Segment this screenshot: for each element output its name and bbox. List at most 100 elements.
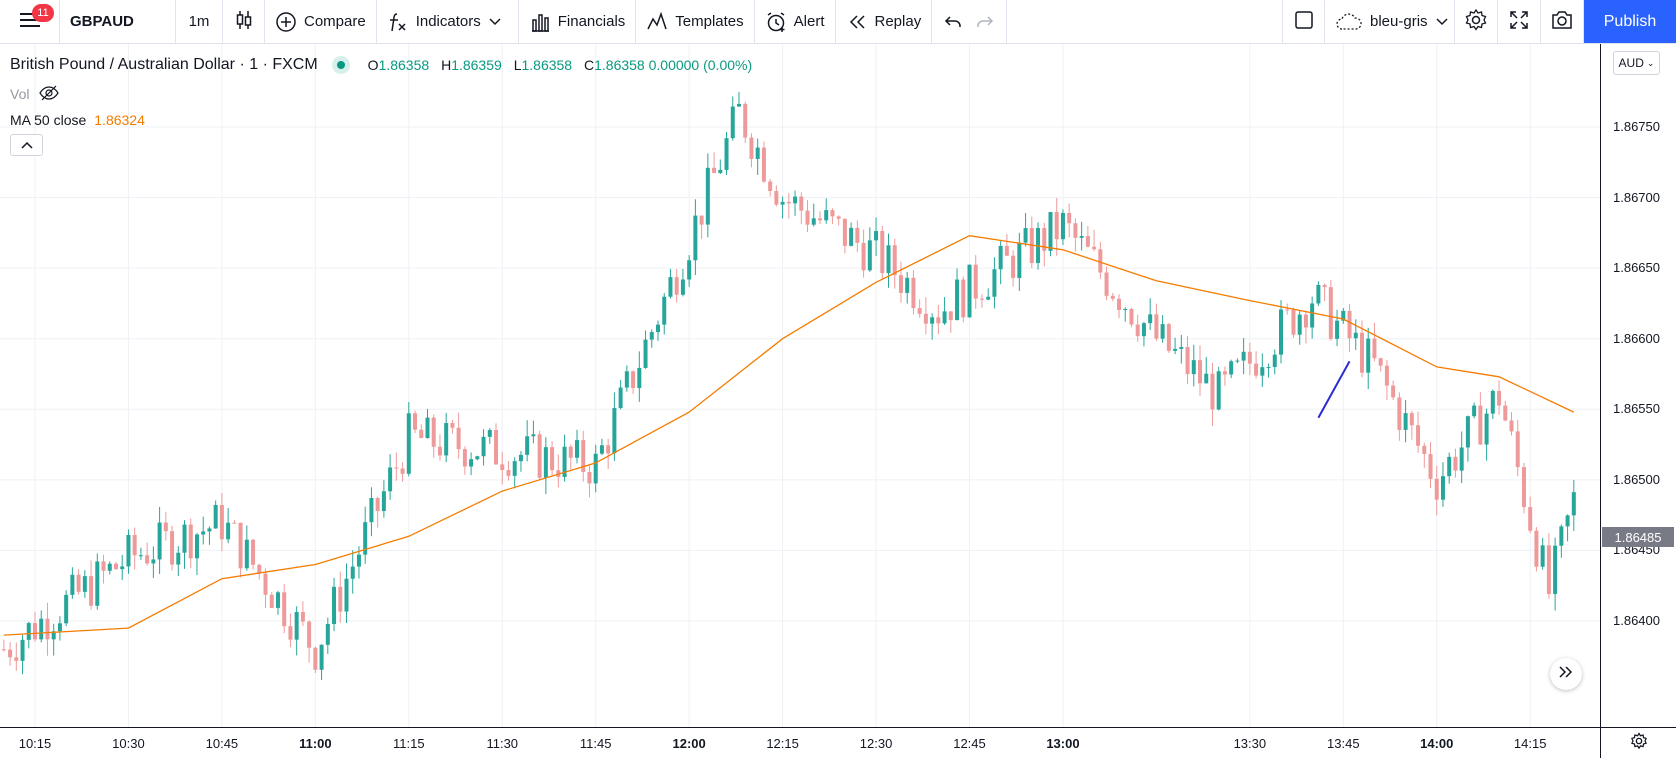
candle-body <box>1085 236 1090 247</box>
price-axis[interactable]: 1.86750 1.86700 1.86650 1.86600 1.86550 1.865… <box>1600 44 1676 727</box>
time-tick-label: 11:30 <box>486 736 519 751</box>
candle-body <box>1123 308 1128 310</box>
candle-body <box>307 621 312 648</box>
candle-body <box>506 470 511 476</box>
symbol-search-button[interactable]: GBPAUD <box>60 0 176 43</box>
candle-body <box>830 210 835 217</box>
candle-body <box>1341 310 1346 321</box>
undo-redo-group <box>932 0 1008 43</box>
time-tick-label: 12:45 <box>953 736 986 751</box>
candle-body <box>1229 361 1234 375</box>
candle-body <box>712 167 717 173</box>
candle-body <box>1011 255 1016 278</box>
collapse-legend-button[interactable] <box>10 134 43 156</box>
candle-body <box>226 522 231 540</box>
candle-body <box>618 387 623 409</box>
candle-body <box>942 311 947 324</box>
replay-button[interactable]: Replay <box>836 0 933 43</box>
square-icon <box>1293 9 1315 35</box>
candle-body <box>587 471 592 484</box>
candle-body <box>300 612 305 622</box>
financials-label: Financials <box>557 13 626 30</box>
candle-body <box>855 227 860 243</box>
main-menu-button[interactable]: 11 <box>0 0 60 43</box>
compare-button[interactable]: Compare <box>265 0 377 43</box>
publish-button[interactable]: Publish <box>1584 0 1676 43</box>
fullscreen-button[interactable] <box>1498 0 1541 43</box>
alarm-clock-icon <box>765 11 787 33</box>
candle-body <box>687 260 692 280</box>
eye-hidden-icon[interactable] <box>39 85 60 104</box>
candle-body <box>1285 309 1290 311</box>
chart-pane[interactable] <box>0 44 1676 758</box>
candle-body <box>911 277 916 309</box>
candle-body <box>1540 545 1545 567</box>
volume-legend[interactable]: Vol <box>10 82 752 106</box>
last-price-label: 1.86485 <box>1602 527 1674 547</box>
undo-icon[interactable] <box>944 14 962 30</box>
templates-label: Templates <box>675 13 744 30</box>
chevron-down-icon[interactable] <box>489 17 501 26</box>
candle-body <box>487 429 492 437</box>
candle-body <box>537 434 542 478</box>
chart-type-button[interactable] <box>223 0 265 43</box>
indicators-button[interactable]: Indicators <box>377 0 519 43</box>
candle-body <box>1266 367 1271 369</box>
candle-body <box>1384 365 1389 386</box>
templates-button[interactable]: Templates <box>636 0 755 43</box>
candle-body <box>431 417 436 447</box>
candle-body <box>849 227 854 246</box>
snapshot-button[interactable] <box>1541 0 1584 43</box>
candle-body <box>406 413 411 474</box>
candle-body <box>33 623 37 640</box>
candle-body <box>699 215 704 225</box>
candle-body <box>1359 332 1364 373</box>
ma-50-line <box>3 235 1575 636</box>
settings-button[interactable] <box>1455 0 1498 43</box>
scroll-to-realtime-button[interactable] <box>1550 658 1582 690</box>
time-tick-label: 10:30 <box>112 736 145 751</box>
financials-button[interactable]: Financials <box>519 0 637 43</box>
layout-select-button[interactable] <box>1283 0 1325 43</box>
candle-body <box>631 371 636 389</box>
candle-body <box>643 339 648 368</box>
time-tick-label: 11:00 <box>299 736 332 751</box>
candle-body <box>948 311 953 321</box>
candle-body <box>132 534 137 556</box>
redo-icon[interactable] <box>976 14 994 30</box>
candle-body <box>892 245 897 276</box>
candle-body <box>1 649 6 651</box>
candle-body <box>325 623 330 645</box>
ma-legend[interactable]: MA 50 close 1.86324 <box>10 108 752 132</box>
layout-name-button[interactable]: bleu-gris <box>1325 0 1455 43</box>
candle-body <box>662 296 667 325</box>
candle-body <box>1422 445 1427 454</box>
candle-body <box>20 639 25 661</box>
candle-body <box>157 522 162 560</box>
candle-body <box>1191 360 1196 375</box>
chevron-down-icon[interactable] <box>1436 17 1448 26</box>
candle-body <box>257 564 262 574</box>
candle-body <box>437 446 442 456</box>
currency-button[interactable]: AUD ⌄ <box>1613 51 1660 75</box>
candle-body <box>1534 530 1539 567</box>
interval-button[interactable]: 1m <box>176 0 223 43</box>
high-value: 1.86359 <box>451 57 502 73</box>
axis-settings-button[interactable] <box>1600 727 1676 758</box>
candle-body <box>1204 373 1209 384</box>
alert-button[interactable]: Alert <box>755 0 836 43</box>
symbol-title[interactable]: British Pound / Australian Dollar · 1 · … <box>10 56 318 73</box>
candle-body <box>824 210 829 221</box>
candle-body <box>64 594 69 624</box>
price-tick-label: 1.86700 <box>1613 189 1660 205</box>
candle-body <box>593 453 598 484</box>
candle-body <box>263 573 268 595</box>
candle-body <box>606 445 611 454</box>
candle-body <box>1279 309 1283 355</box>
time-axis[interactable]: 10:15 10:30 10:45 11:00 11:15 11:30 11:45 12:00… <box>0 727 1600 758</box>
candle-body <box>1366 338 1371 373</box>
candle-body <box>550 447 555 471</box>
candle-body <box>126 534 131 567</box>
candle-body <box>1347 310 1352 339</box>
candlestick-chart[interactable] <box>0 44 1600 727</box>
